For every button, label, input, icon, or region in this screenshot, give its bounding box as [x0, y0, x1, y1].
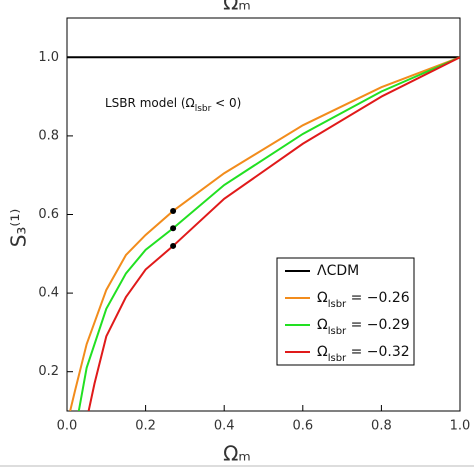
x-tick-label: 0.4 — [214, 419, 235, 434]
legend-entry: Ωlsbr = −0.29 — [317, 317, 410, 337]
annotation-sub: lsbr — [195, 104, 212, 114]
legend-entry: Ωlsbr = −0.32 — [317, 344, 410, 364]
legend-entry: ΛCDM — [317, 263, 359, 279]
x-tick-label: 0.6 — [292, 419, 313, 434]
x-tick-label: 0.8 — [371, 419, 392, 434]
y-tick-label: 0.4 — [38, 286, 59, 301]
legend-name: Ω — [317, 290, 328, 306]
line — [69, 56, 460, 411]
x-tick-label: 0.0 — [57, 419, 78, 434]
y-tick-label: 0.2 — [38, 364, 59, 379]
legend-rest: = −0.29 — [346, 317, 410, 333]
line — [87, 56, 460, 411]
x-axis-label: Ωₘ — [223, 442, 251, 466]
legend-rest: = −0.32 — [346, 344, 410, 360]
legend-sub: lsbr — [328, 353, 347, 364]
x-tick-label: 0.2 — [135, 419, 156, 434]
marker — [170, 207, 177, 214]
x-tick-label: 1.0 — [450, 419, 471, 434]
legend-entry: Ωlsbr = −0.26 — [317, 290, 410, 310]
legend-name: ΛCDM — [317, 263, 359, 279]
legend-rest: = −0.26 — [346, 290, 410, 306]
legend-sub: lsbr — [328, 326, 347, 337]
line — [77, 56, 460, 411]
y-tick-label: 0.8 — [38, 128, 59, 143]
annotation-text: LSBR model (Ω — [105, 96, 195, 110]
legend-name: Ω — [317, 317, 328, 333]
y-tick-label: 1.0 — [38, 50, 59, 65]
top-label: Ωₘ — [223, 0, 251, 15]
legend-box — [276, 257, 415, 366]
y-tick-label: 0.6 — [38, 207, 59, 222]
y-axis-label: S₃⁽¹⁾ — [7, 209, 31, 248]
legend-name: Ω — [317, 344, 328, 360]
marker — [170, 225, 177, 232]
annotation-rest: < 0) — [211, 96, 241, 110]
annotation: LSBR model (Ωlsbr < 0) — [105, 96, 241, 114]
marker — [170, 242, 177, 249]
legend-sub: lsbr — [328, 299, 347, 310]
plot-area — [67, 56, 460, 411]
